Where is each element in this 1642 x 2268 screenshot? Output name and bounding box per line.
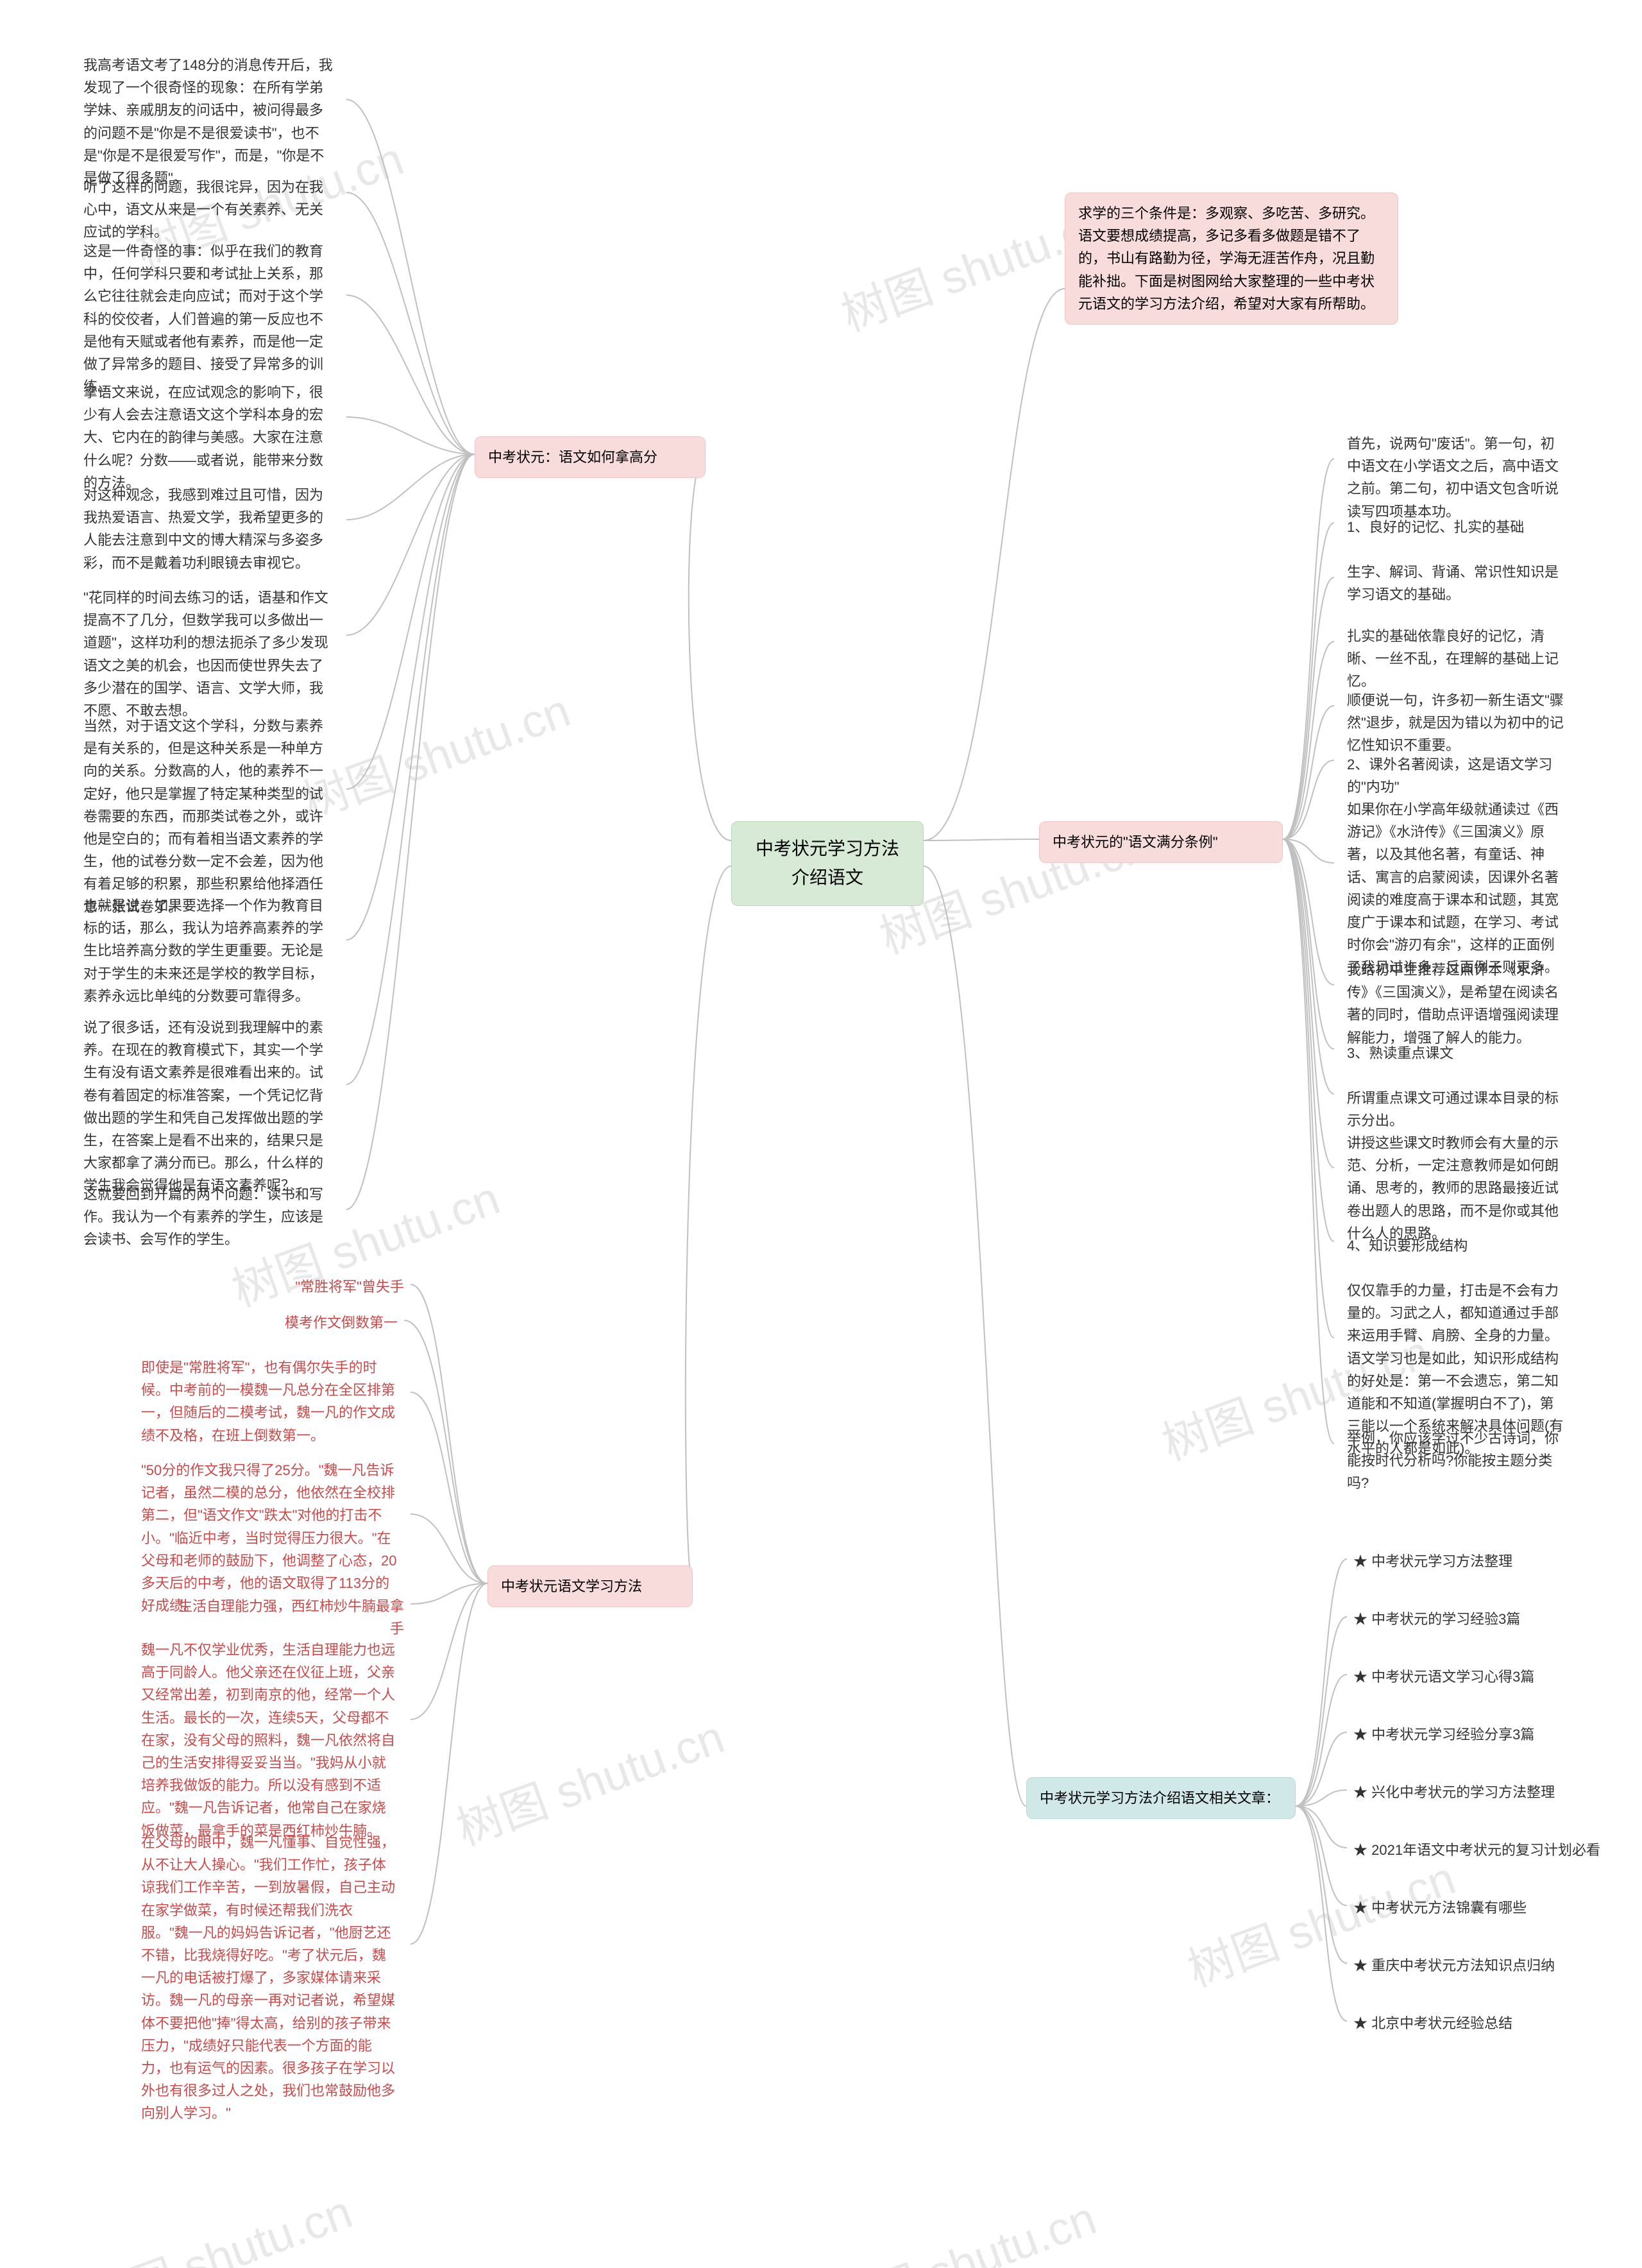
leaf-b2l14: 举例，你应该学过不少古诗词，你能按时代分析吗?你能按主题分类吗?	[1334, 1418, 1578, 1504]
branch-b4[interactable]: 中考状元学习方法介绍语文相关文章：	[1026, 1777, 1296, 1819]
leaf-b4l6[interactable]: ★ 2021年语文中考状元的复习计划必看	[1347, 1835, 1623, 1865]
leaf-b2l3: 生字、解词、背诵、常识性知识是学习语文的基础。	[1334, 552, 1578, 615]
branch-b3[interactable]: 中考状元语文学习方法	[487, 1565, 693, 1607]
leaf-b4l4[interactable]: ★ 中考状元学习经验分享3篇	[1347, 1719, 1565, 1750]
leaf-b1l5: 对这种观念，我感到难过且可惜，因为我热爱语言、热爱文学，我希望更多的人能去注意到…	[71, 475, 346, 583]
leaf-b2l12: 4、知识要形成结构	[1334, 1225, 1578, 1266]
leaf-b3s2: 模考作文倒数第一	[269, 1308, 404, 1338]
leaf-b1l8: 也就是说，如果要选择一个作为教育目标的话，那么，我认为培养高素养的学生比培养高分…	[71, 885, 346, 1016]
leaf-b3s6: 魏一凡不仅学业优秀，生活自理能力也远高于同龄人。他父亲还在仪征上班，父亲又经常出…	[128, 1630, 410, 1851]
leaf-b2l2: 1、良好的记忆、扎实的基础	[1334, 507, 1578, 547]
branch-b2[interactable]: 中考状元的"语文满分条例"	[1039, 821, 1283, 863]
leaf-b3s7: 在父母的眼中，魏一凡懂事、自觉性强，从不让大人操心。"我们工作忙，孩子体谅我们工…	[128, 1822, 410, 2133]
leaf-b4l7[interactable]: ★ 中考状元方法锦囊有哪些	[1347, 1893, 1559, 1923]
root-node[interactable]: 中考状元学习方法介绍语文	[731, 821, 924, 906]
leaf-b4l1[interactable]: ★ 中考状元学习方法整理	[1347, 1546, 1552, 1576]
leaf-b4l3[interactable]: ★ 中考状元语文学习心得3篇	[1347, 1662, 1565, 1692]
leaf-b4l9[interactable]: ★ 北京中考状元经验总结	[1347, 2008, 1546, 2038]
leaf-b4l5[interactable]: ★ 兴化中考状元的学习方法整理	[1347, 1777, 1584, 1807]
leaf-b4l8[interactable]: ★ 重庆中考状元方法知识点归纳	[1347, 1950, 1584, 1981]
intro-node[interactable]: 求学的三个条件是：多观察、多吃苦、多研究。语文要想成绩提高，多记多看多做题是错不…	[1065, 192, 1398, 325]
leaf-b2l9: 3、熟读重点课文	[1334, 1033, 1578, 1073]
leaf-b4l2[interactable]: ★ 中考状元的学习经验3篇	[1347, 1604, 1552, 1634]
leaf-b3s1: "常胜将军"曾失手	[269, 1272, 410, 1302]
leaf-b3s3: 即使是"常胜将军"，也有偶尔失手的时候。中考前的一模魏一凡总分在全区排第一，但随…	[128, 1347, 410, 1456]
leaf-b1l10: 这就要回到开篇的两个问题：读书和写作。我认为一个有素养的学生，应该是会读书、会写…	[71, 1174, 346, 1260]
branch-b1[interactable]: 中考状元：语文如何拿高分	[475, 436, 706, 478]
